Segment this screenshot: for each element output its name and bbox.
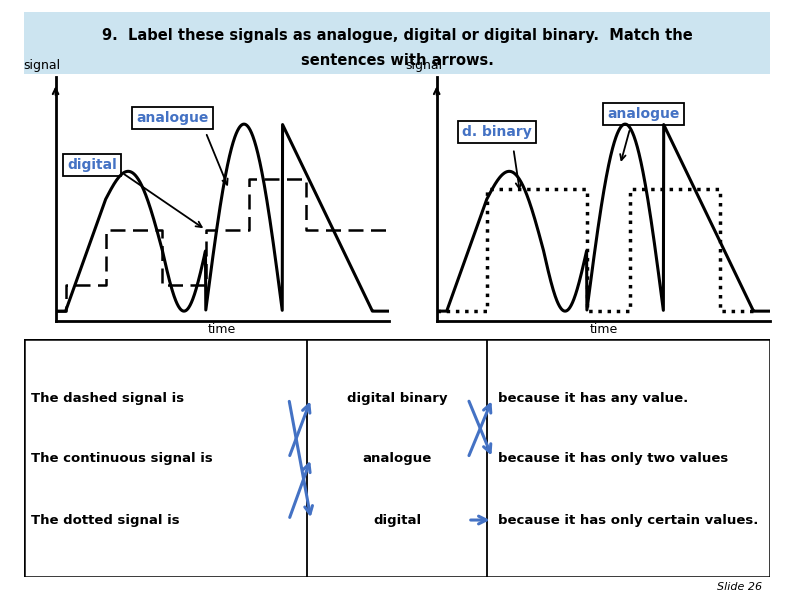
Text: sentences with arrows.: sentences with arrows.: [301, 53, 493, 68]
Text: Slide 26: Slide 26: [717, 582, 762, 592]
FancyBboxPatch shape: [24, 12, 770, 74]
Text: digital: digital: [67, 158, 118, 172]
Text: The continuous signal is: The continuous signal is: [31, 452, 213, 465]
Text: 9.  Label these signals as analogue, digital or digital binary.  Match the: 9. Label these signals as analogue, digi…: [102, 28, 692, 43]
Y-axis label: signal: signal: [405, 60, 442, 73]
Text: analogue: analogue: [607, 107, 680, 121]
FancyBboxPatch shape: [24, 339, 770, 577]
Text: analogue: analogue: [362, 452, 432, 465]
X-axis label: time: time: [208, 322, 237, 336]
Text: digital binary: digital binary: [347, 392, 447, 405]
Text: The dashed signal is: The dashed signal is: [31, 392, 184, 405]
X-axis label: time: time: [589, 322, 618, 336]
Text: d. binary: d. binary: [462, 125, 532, 139]
Text: analogue: analogue: [136, 111, 209, 125]
Text: because it has only two values: because it has only two values: [498, 452, 728, 465]
Y-axis label: signal: signal: [24, 60, 61, 73]
Text: because it has only certain values.: because it has only certain values.: [498, 513, 758, 527]
Text: because it has any value.: because it has any value.: [498, 392, 688, 405]
Text: The dotted signal is: The dotted signal is: [31, 513, 180, 527]
Text: digital: digital: [373, 513, 421, 527]
